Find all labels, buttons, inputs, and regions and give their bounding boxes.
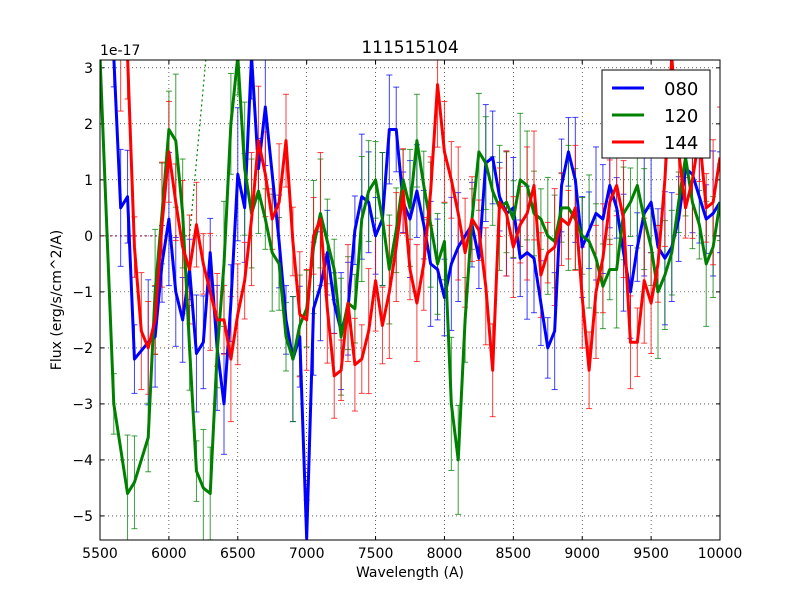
legend: 080 120 144: [601, 69, 711, 159]
x-tick-label: 7000: [289, 546, 325, 562]
y-tick-label: 2: [84, 117, 93, 133]
x-tick-label: 9500: [633, 546, 669, 562]
plot-frame: [99, 59, 721, 541]
x-tick-label: 8500: [496, 546, 532, 562]
x-axis-label: Wavelength (A): [356, 565, 464, 581]
y-tick-label: 3: [84, 61, 93, 77]
legend-label: 144: [664, 133, 698, 154]
y-tick-label: −4: [72, 453, 93, 469]
legend-label: 120: [664, 106, 698, 127]
y-tick-label: 0: [84, 229, 93, 245]
offset-text: 1e-17: [100, 43, 140, 59]
y-tick-label: 1: [84, 173, 93, 189]
y-tick-label: −5: [72, 509, 93, 525]
y-tick-label: −1: [72, 285, 93, 301]
chart-title: 111515104: [361, 38, 458, 58]
x-tick-label: 8000: [427, 546, 463, 562]
series-line-120: [100, 60, 720, 496]
y-tick-label: −3: [72, 397, 93, 413]
series-line-144: [126, 60, 720, 378]
x-tick-label: 7500: [358, 546, 394, 562]
y-axis-label: Flux (erg/s/cm^2/A): [49, 230, 65, 370]
legend-label: 080: [664, 79, 698, 100]
x-tick-label: 5500: [82, 546, 118, 562]
x-tick-label: 6000: [151, 546, 187, 562]
y-tick-label: −2: [72, 341, 93, 357]
x-tick-label: 9000: [564, 546, 600, 562]
x-tick-label: 6500: [220, 546, 256, 562]
x-tick-label: 10000: [698, 546, 743, 562]
reference-line: [188, 60, 207, 236]
